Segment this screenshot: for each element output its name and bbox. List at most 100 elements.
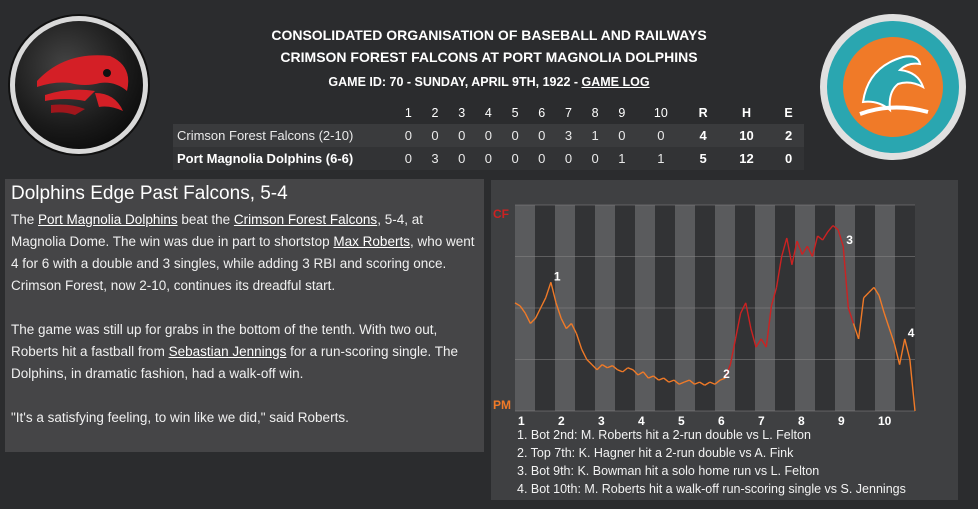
wp-line-segment xyxy=(673,379,680,385)
dolphin-icon xyxy=(859,55,929,116)
event-legend-item: 3. Bot 9th: K. Bowman hit a solo home ru… xyxy=(517,464,820,478)
wp-line-segment xyxy=(898,338,906,365)
story-text: The game was still up for grabs in the b… xyxy=(11,322,438,359)
linescore-header-row: 1 2 3 4 5 6 7 8 9 10 R H E xyxy=(173,101,804,124)
linescore-cell: 0 xyxy=(484,151,493,166)
wp-line-segment xyxy=(822,231,829,241)
player-link-jennings[interactable]: Sebastian Jennings xyxy=(168,344,287,359)
away-hits: 10 xyxy=(739,128,754,143)
story-title: Dolphins Edge Past Falcons, 5-4 xyxy=(11,183,288,204)
linescore-col: 3 xyxy=(458,105,466,120)
wp-line-segment xyxy=(591,364,598,371)
wp-line-segment xyxy=(729,338,737,365)
inning-tick-label: 6 xyxy=(718,414,725,428)
linescore-col: 8 xyxy=(591,105,599,120)
away-team-axis-label: CF xyxy=(493,207,509,221)
linescore-col: 1 xyxy=(404,105,412,120)
wp-line-segment xyxy=(873,287,880,297)
wp-line-segment xyxy=(791,240,798,265)
wp-line-segment xyxy=(883,312,891,329)
wp-line-segment xyxy=(724,364,732,379)
wp-line-segment xyxy=(837,229,844,247)
linescore-cell: 0 xyxy=(657,128,665,143)
story-text: The xyxy=(11,212,39,227)
away-runs: 4 xyxy=(699,128,707,143)
wp-line-segment xyxy=(637,371,644,376)
wp-line-segment xyxy=(524,312,532,324)
matchup-title: CRIMSON FOREST FALCONS AT PORT MAGNOLIA … xyxy=(280,49,698,65)
wp-line-segment xyxy=(719,377,726,381)
linescore-col: 4 xyxy=(484,105,492,120)
event-legend-item: 2. Top 7th: K. Hagner hit a 2-run double… xyxy=(517,446,794,460)
wp-line-segment xyxy=(857,297,865,339)
home-hits: 12 xyxy=(739,151,754,166)
player-link-roberts[interactable]: Max Roberts xyxy=(333,234,410,249)
event-marker: 3 xyxy=(846,233,853,247)
wp-line-segment xyxy=(617,369,623,373)
team-link-dolphins[interactable]: Port Magnolia Dolphins xyxy=(38,212,178,227)
linescore-team-header xyxy=(173,101,395,124)
wp-line-segment xyxy=(694,381,700,385)
wp-line-segment xyxy=(806,245,814,257)
wp-line-segment xyxy=(842,246,850,309)
linescore-cell: 0 xyxy=(511,128,519,143)
linescore-cell: 0 xyxy=(564,151,573,166)
event-marker: 2 xyxy=(723,367,730,381)
wp-line-segment xyxy=(801,245,808,255)
wp-line-segment xyxy=(760,338,767,348)
wp-line-segment xyxy=(714,379,721,385)
story-paragraph: The game was still up for grabs in the b… xyxy=(11,319,478,385)
wp-line-segment xyxy=(775,256,783,288)
story-text: , 5-4, at Magnolia Dome. The win was due… xyxy=(11,212,423,249)
win-probability-chart: 1 2 3 4 CF PM 1 2 3 4 5 6 7 8 9 10 1. Bot 2nd: M. Rober… xyxy=(491,180,958,500)
linescore-table: 1 2 3 4 5 6 7 8 9 10 R H E Crimson Fores… xyxy=(173,101,804,170)
team-link-falcons[interactable]: Crimson Forest Falcons xyxy=(233,212,378,227)
story-paragraph: The Port Magnolia Dolphins beat the Crim… xyxy=(11,209,478,297)
wp-line-segment xyxy=(622,367,629,373)
wp-line-segment xyxy=(745,302,752,329)
wp-line-segment xyxy=(648,375,654,379)
game-info: GAME ID: 70 - SUNDAY, APRIL 9TH, 1922 - … xyxy=(0,75,978,89)
wp-line-segment xyxy=(545,282,552,298)
inning-tick-label: 7 xyxy=(758,414,765,428)
inning-tick-label: 3 xyxy=(598,414,605,428)
wp-line-segment xyxy=(868,286,875,294)
linescore-row-away: Crimson Forest Falcons (2-10) 0 0 0 0 0 … xyxy=(173,124,804,147)
game-log-link[interactable]: GAME LOG xyxy=(581,75,650,89)
wp-line-segment xyxy=(555,302,562,319)
wp-line-segment xyxy=(565,322,572,330)
falcon-icon xyxy=(37,55,129,115)
home-team-name[interactable]: Port Magnolia Dolphins (6-6) xyxy=(177,151,354,166)
game-info-text: GAME ID: 70 - SUNDAY, APRIL 9TH, 1922 - xyxy=(328,75,582,89)
wp-line-segment xyxy=(550,282,557,304)
wp-line-segment xyxy=(611,365,619,371)
wp-line-segment xyxy=(519,305,526,314)
wp-line-segment xyxy=(540,297,547,309)
away-team-name[interactable]: Crimson Forest Falcons (2-10) xyxy=(177,128,354,143)
linescore-cell: 3 xyxy=(431,151,439,166)
wp-line-segment xyxy=(893,343,901,365)
wp-line-segment xyxy=(852,323,860,340)
dolphins-logo xyxy=(820,14,966,160)
inning-tick-label: 5 xyxy=(678,414,685,428)
wp-line-segment xyxy=(658,377,664,381)
story-text: beat the xyxy=(177,212,234,227)
linescore-col-errors: E xyxy=(784,105,793,120)
wp-line-segment xyxy=(627,367,634,371)
linescore-cell: 0 xyxy=(538,151,546,166)
game-story-panel: Dolphins Edge Past Falcons, 5-4 The Port… xyxy=(5,179,484,452)
wp-line-segment xyxy=(755,338,762,348)
wp-line-segment xyxy=(560,317,567,329)
wp-line-segment xyxy=(847,307,855,324)
wp-line-segment xyxy=(688,379,695,385)
wp-line-segment xyxy=(601,364,608,369)
away-errors: 2 xyxy=(784,128,793,143)
wp-line-segment xyxy=(888,328,896,345)
win-probability-plot: 1 2 3 4 CF PM 1 2 3 4 5 6 7 8 9 10 xyxy=(493,204,916,428)
league-title: CONSOLIDATED ORGANISATION OF BASEBALL AN… xyxy=(271,27,707,43)
event-marker: 4 xyxy=(908,326,915,340)
wp-line-segment xyxy=(699,381,706,386)
wp-line-segment xyxy=(534,307,542,319)
wp-line-segment xyxy=(904,338,911,360)
wp-line-segment xyxy=(514,302,521,307)
